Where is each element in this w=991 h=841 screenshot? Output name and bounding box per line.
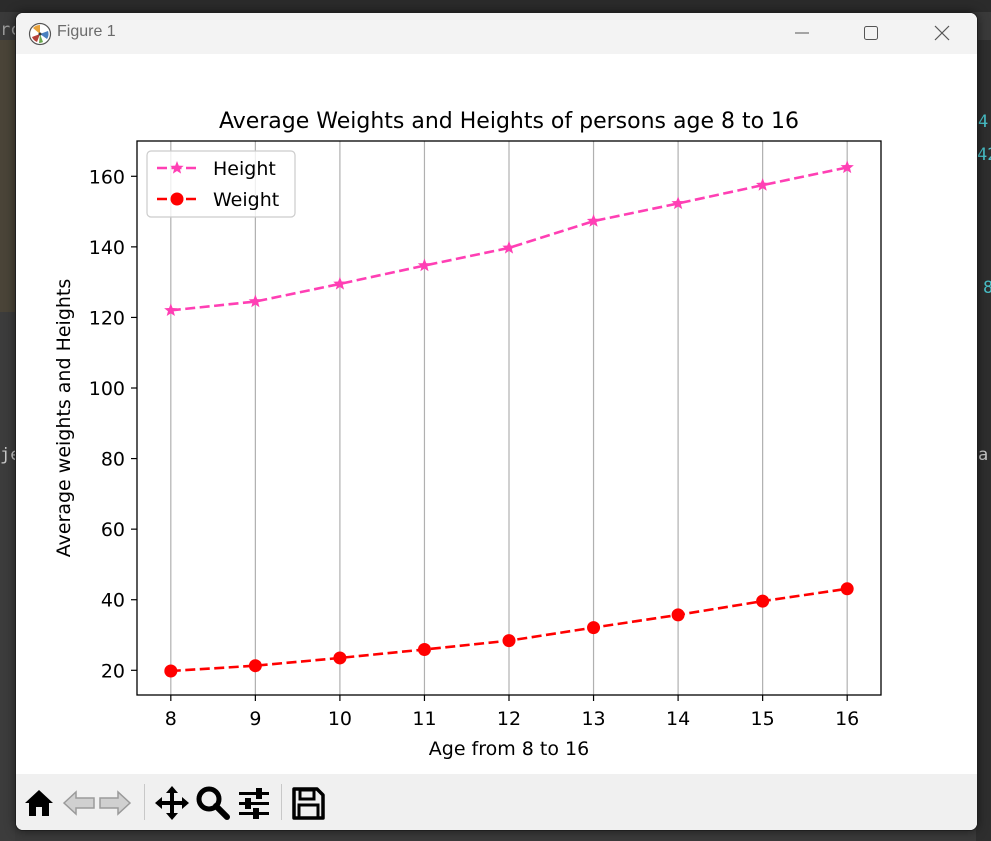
legend-marker-height — [170, 161, 184, 174]
weight-data-point — [671, 608, 685, 622]
minimize-button[interactable] — [779, 13, 825, 54]
weight-data-point — [248, 659, 262, 673]
height-data-point — [248, 294, 263, 308]
height-data-point — [502, 240, 516, 254]
height-data-point — [164, 303, 178, 317]
zoom-button[interactable] — [194, 784, 232, 822]
home-icon — [25, 790, 53, 816]
background-text: 4 — [978, 112, 989, 132]
configure-subplots-icon — [239, 788, 269, 819]
matplotlib-logo-icon — [28, 22, 52, 46]
legend-marker-weight — [170, 192, 184, 206]
x-axis-label: Age from 8 to 16 — [429, 738, 589, 760]
background-panel-right — [976, 40, 991, 841]
x-tick-label: 15 — [751, 708, 775, 730]
window-title: Figure 1 — [57, 23, 116, 40]
weight-data-point — [417, 642, 431, 656]
x-tick-label: 16 — [835, 708, 859, 730]
chart-title: Average Weights and Heights of persons a… — [219, 109, 799, 134]
weight-data-point — [333, 651, 347, 665]
back-button[interactable] — [60, 784, 98, 822]
minimize-icon — [795, 32, 809, 34]
x-tick-label: 12 — [497, 708, 521, 730]
save-icon — [292, 787, 325, 820]
y-tick-label: 100 — [89, 378, 125, 400]
y-tick-label: 80 — [101, 449, 125, 471]
back-icon — [62, 790, 95, 816]
x-tick-label: 14 — [666, 708, 690, 730]
y-tick-label: 60 — [101, 519, 125, 541]
y-tick-label: 140 — [89, 237, 125, 259]
zoom-icon — [196, 786, 230, 820]
y-tick-label: 20 — [101, 660, 125, 682]
pan-icon — [155, 786, 189, 820]
y-tick-label: 160 — [89, 166, 125, 188]
height-data-point — [417, 258, 432, 272]
background-panel-left-lower — [0, 312, 15, 841]
x-tick-label: 10 — [328, 708, 352, 730]
legend-label-weight: Weight — [213, 189, 279, 211]
height-data-point — [755, 178, 770, 191]
weight-data-point — [756, 594, 770, 608]
height-data-point — [671, 196, 685, 210]
background-panel-left — [0, 40, 15, 312]
close-button[interactable] — [919, 13, 965, 54]
y-tick-label: 40 — [101, 590, 125, 612]
home-button[interactable] — [20, 784, 58, 822]
x-tick-label: 11 — [412, 708, 436, 730]
height-data-point — [586, 214, 601, 227]
weight-data-point — [587, 621, 601, 635]
background-panel-top — [0, 0, 991, 12]
forward-icon — [99, 790, 132, 816]
line-chart[interactable]: Average Weights and Heights of persons a… — [16, 54, 977, 774]
x-tick-label: 13 — [581, 708, 605, 730]
forward-button[interactable] — [96, 784, 134, 822]
legend-box — [146, 150, 296, 218]
background-text: 42 — [977, 145, 991, 165]
figure-canvas[interactable]: Average Weights and Heights of persons a… — [16, 54, 977, 774]
toolbar-separator — [281, 784, 282, 820]
toolbar-separator — [144, 784, 145, 820]
weight-data-point — [840, 582, 854, 596]
save-button[interactable] — [289, 784, 327, 822]
weight-data-point — [164, 664, 178, 678]
pan-button[interactable] — [153, 784, 191, 822]
figure-window: Figure 1 Average Weights and Heights of … — [15, 12, 978, 831]
weight-data-point — [502, 634, 516, 648]
height-data-point — [333, 276, 347, 290]
maximize-button[interactable] — [848, 13, 894, 54]
y-tick-label: 120 — [89, 307, 125, 329]
background-text: 8 — [983, 278, 991, 298]
y-axis-label: Average weights and Heights — [53, 279, 75, 558]
close-icon — [934, 25, 950, 41]
navigation-toolbar — [16, 774, 977, 830]
x-tick-label: 8 — [165, 708, 177, 730]
maximize-icon — [864, 26, 878, 40]
background-text: a — [978, 445, 989, 465]
configure-subplots-button[interactable] — [235, 784, 273, 822]
height-data-point — [840, 160, 854, 174]
x-tick-label: 9 — [249, 708, 261, 730]
legend-label-height: Height — [213, 158, 276, 180]
title-bar[interactable]: Figure 1 — [16, 13, 977, 54]
